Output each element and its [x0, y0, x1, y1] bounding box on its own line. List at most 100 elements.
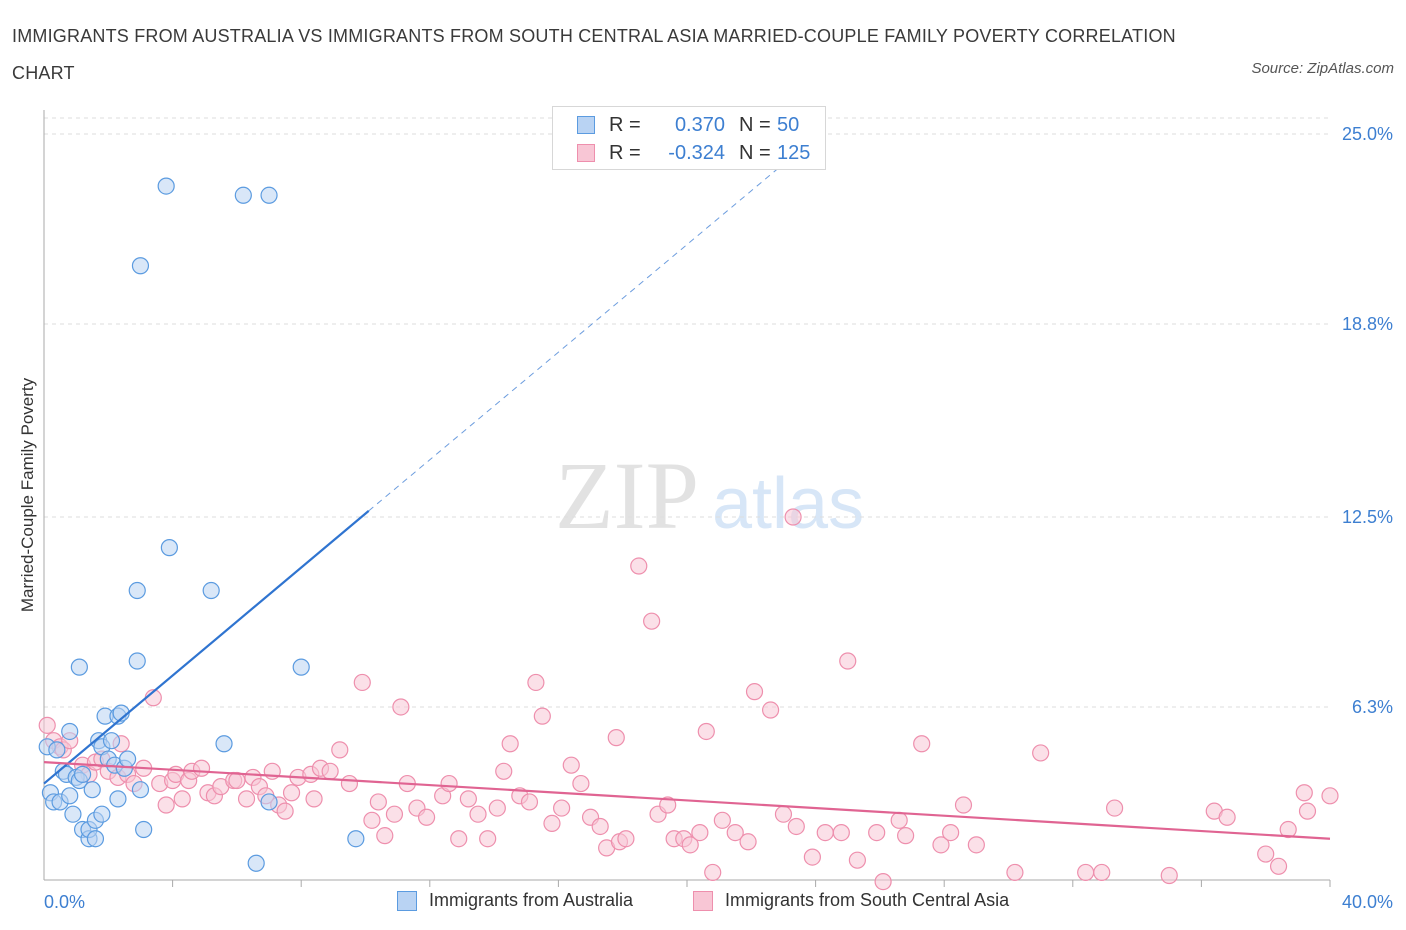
data-point: [659, 796, 677, 814]
data-point: [848, 851, 866, 869]
data-point: [376, 827, 394, 845]
legend-swatch-blue: [577, 116, 595, 134]
data-point: [331, 741, 349, 759]
data-point: [787, 817, 805, 836]
stats-legend: R = 0.370 N = 50 R = -0.324 N = 125: [552, 106, 826, 170]
trend-line-australia: [43, 510, 370, 785]
data-point: [118, 750, 137, 768]
data-point: [369, 793, 387, 811]
data-point: [340, 774, 359, 793]
data-point: [305, 790, 323, 808]
data-point: [713, 811, 731, 829]
data-point: [1257, 845, 1275, 863]
data-point: [237, 790, 256, 808]
data-point: [157, 796, 175, 814]
y-tick-labels: 6.3% 12.5% 18.8% 25.0%: [1342, 124, 1393, 717]
trend-line-south-central-asia: [43, 761, 1331, 840]
data-point: [192, 759, 211, 777]
data-point: [48, 741, 66, 759]
data-point: [488, 799, 506, 817]
data-point: [1218, 808, 1236, 826]
data-point: [890, 811, 908, 829]
data-point: [353, 673, 371, 692]
watermark-zip: ZIP: [555, 442, 699, 549]
data-point: [260, 793, 278, 811]
data-point: [93, 805, 111, 823]
data-point: [282, 784, 301, 802]
legend-n-label: N =: [739, 141, 771, 164]
data-point: [913, 735, 931, 753]
data-point: [128, 581, 146, 600]
legend-row-south-central-asia: R = -0.324 N = 125: [577, 139, 810, 167]
data-point: [704, 863, 722, 882]
data-point: [942, 823, 960, 842]
data-point: [392, 698, 410, 716]
data-point: [1093, 863, 1111, 882]
grid: [44, 117, 1330, 708]
y-tick-label: 18.8%: [1342, 314, 1393, 334]
x-tick-label: 0.0%: [44, 892, 85, 912]
data-point: [160, 539, 178, 557]
data-point: [1279, 820, 1297, 839]
data-point: [73, 765, 92, 783]
series-south-central-asia: [38, 508, 1339, 891]
data-point: [1321, 787, 1339, 805]
data-point: [321, 762, 339, 780]
data-point: [681, 836, 699, 854]
data-point: [932, 836, 950, 854]
bottom-legend-swatch-blue: [397, 890, 417, 911]
data-point: [832, 823, 850, 842]
data-point: [347, 830, 365, 848]
data-point: [739, 833, 757, 851]
x-tick-label: 40.0%: [1342, 892, 1393, 912]
data-point: [234, 186, 252, 204]
y-tick-label: 25.0%: [1342, 124, 1393, 144]
legend-r-label: R =: [609, 141, 641, 164]
data-point: [774, 805, 793, 823]
legend-n-value: 50: [777, 113, 800, 136]
data-point: [247, 854, 265, 872]
data-point: [61, 787, 79, 805]
data-point: [1077, 863, 1095, 882]
data-point: [697, 722, 715, 741]
legend-n-label: N =: [739, 113, 771, 136]
data-point: [38, 716, 56, 734]
data-point: [1160, 866, 1178, 885]
data-point: [591, 817, 609, 836]
data-point: [135, 820, 153, 839]
watermark-atlas: atlas: [712, 464, 864, 544]
data-point: [109, 790, 127, 808]
trend-lines: [43, 158, 1331, 840]
y-axis-label: Married-Couple Family Poverty: [18, 377, 37, 613]
source-note: Source: ZipAtlas.com: [1251, 60, 1394, 77]
legend-r-value: 0.370: [674, 113, 725, 136]
data-point: [495, 762, 513, 780]
data-point: [292, 658, 310, 676]
data-point: [643, 612, 661, 630]
data-point: [967, 836, 985, 854]
legend-r-value: -0.324: [668, 141, 725, 164]
bottom-legend-south-central-asia: Immigrants from South Central Asia: [693, 890, 1009, 911]
legend-row-australia: R = 0.370 N = 50: [577, 111, 799, 139]
data-point: [520, 793, 539, 811]
series-australia: [38, 177, 365, 872]
data-point: [131, 781, 150, 799]
data-point: [469, 805, 487, 823]
bottom-legend-swatch-pink: [693, 890, 713, 911]
data-point: [691, 823, 709, 842]
data-point: [527, 673, 545, 692]
data-point: [897, 827, 915, 845]
data-point: [215, 735, 233, 753]
legend-n-value: 125: [777, 141, 811, 164]
data-point: [157, 177, 175, 195]
data-point: [102, 732, 121, 750]
data-point: [1298, 802, 1317, 820]
data-point: [562, 756, 580, 774]
legend-swatch-pink: [577, 144, 595, 162]
data-point: [450, 830, 468, 848]
data-point: [617, 830, 635, 848]
data-point: [363, 811, 381, 829]
data-point: [543, 814, 561, 833]
bottom-legend-australia: Immigrants from Australia: [397, 890, 633, 911]
data-point: [417, 808, 436, 826]
